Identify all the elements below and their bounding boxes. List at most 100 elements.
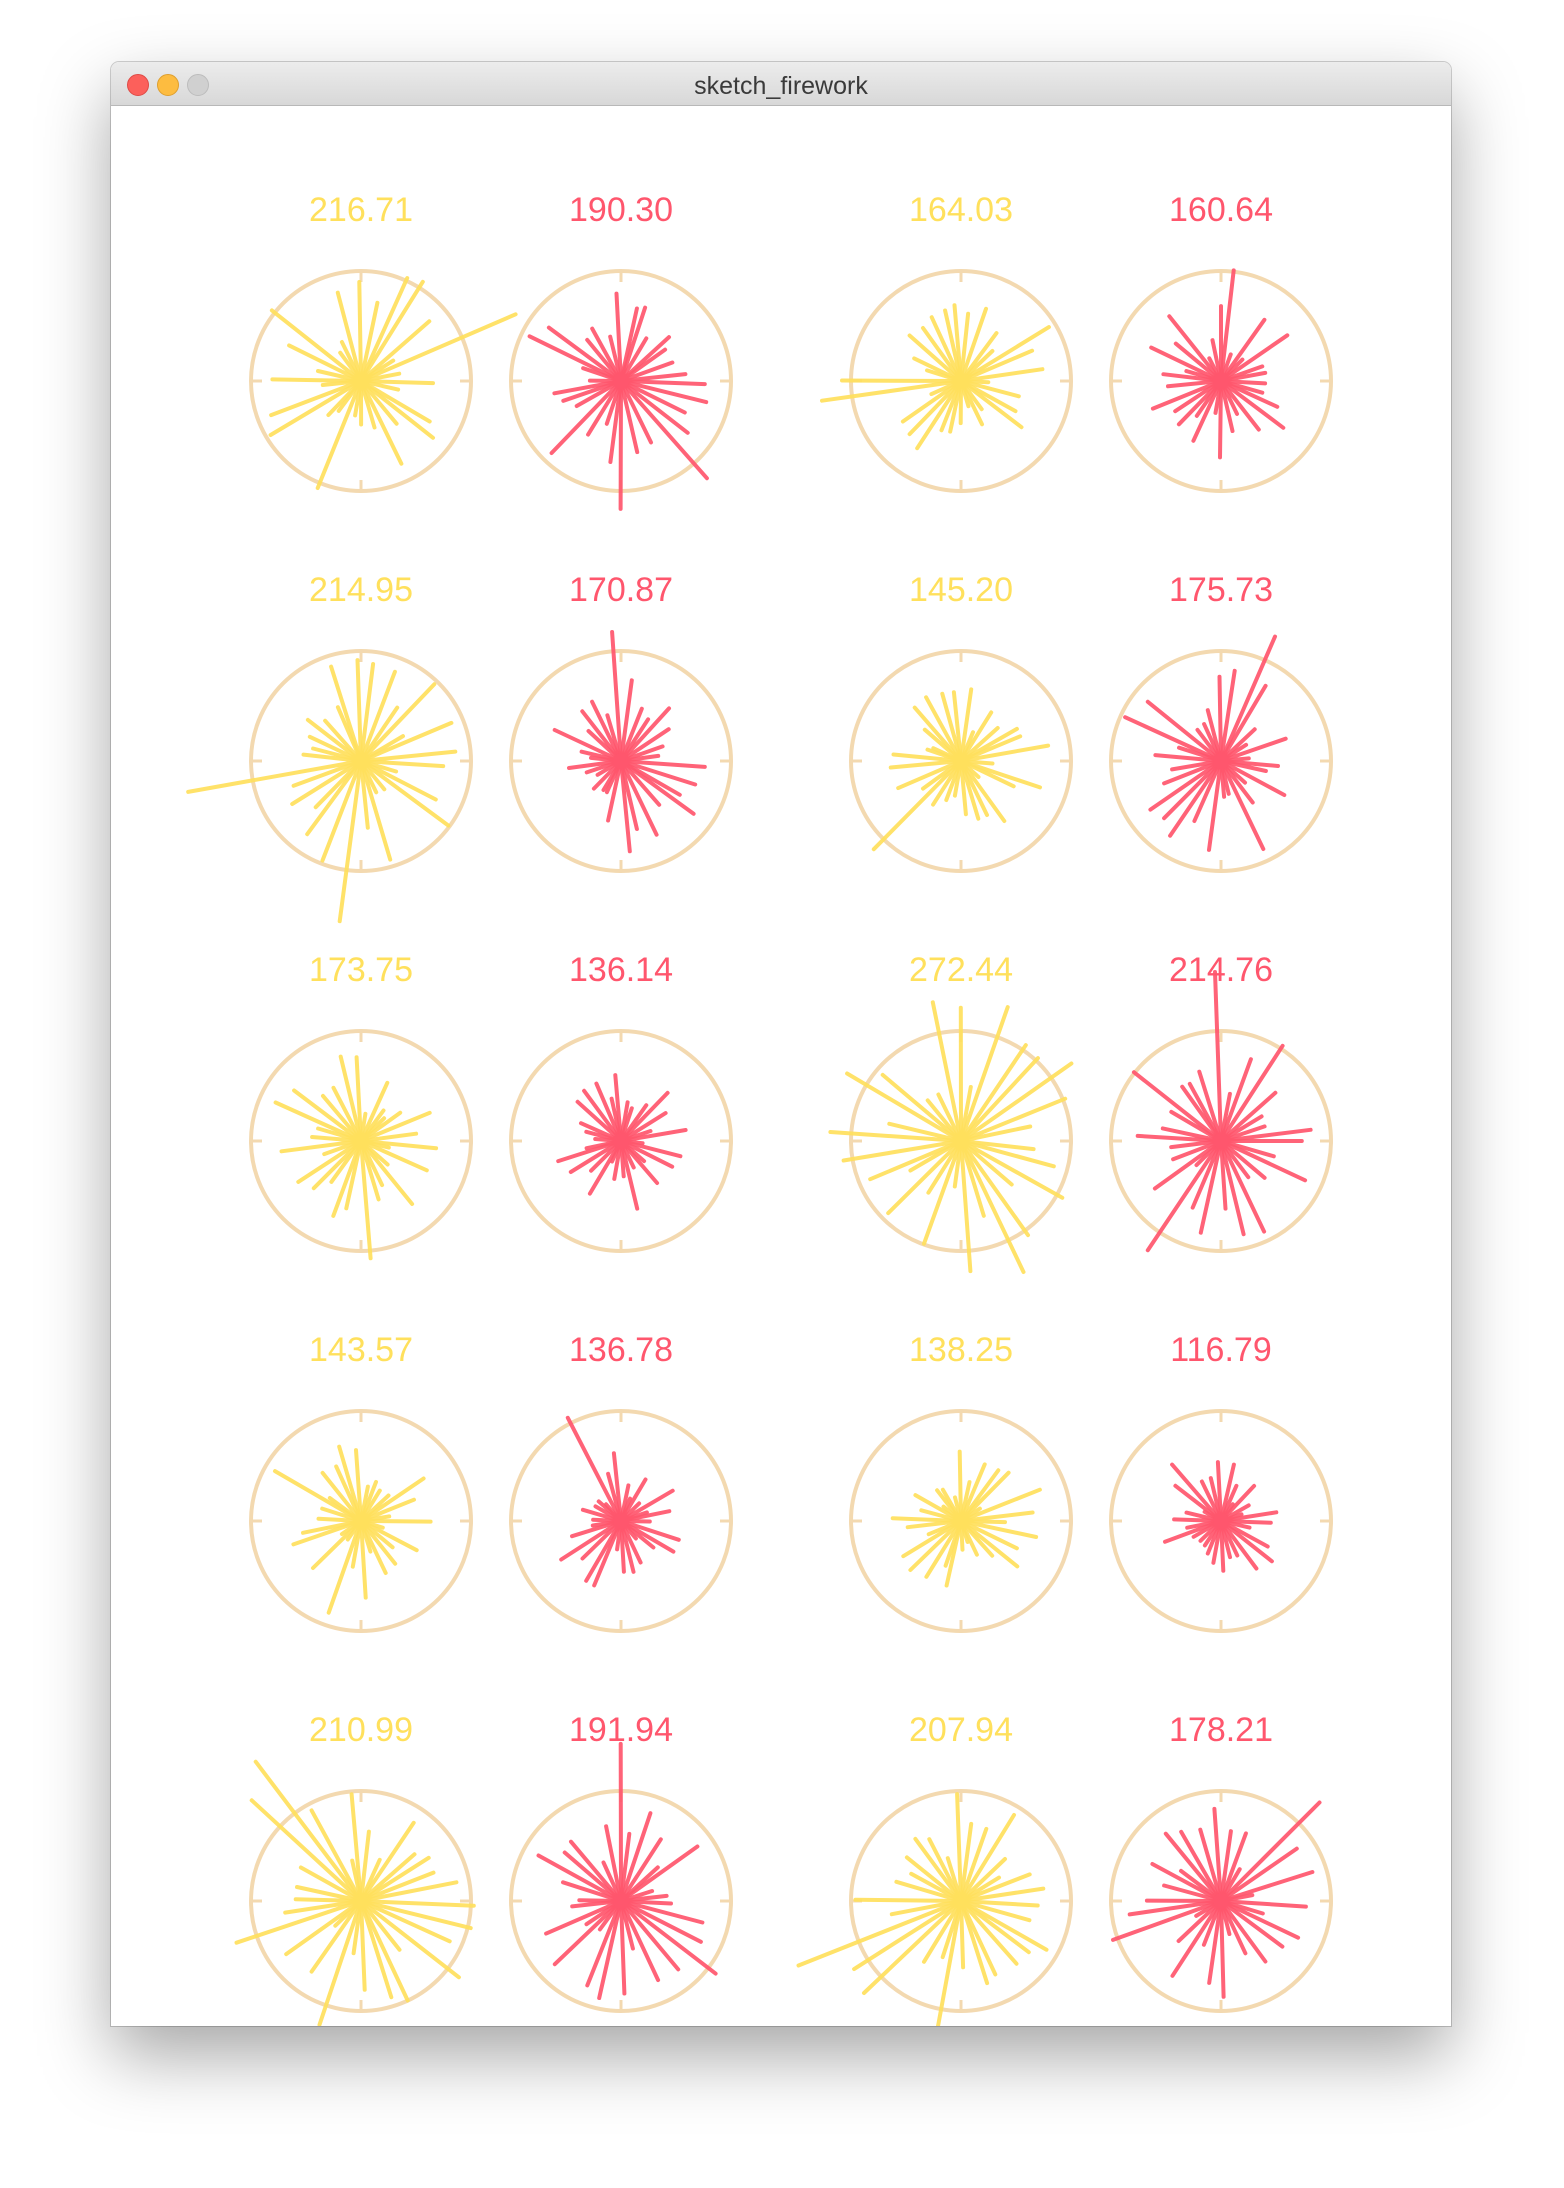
value-label: 138.25: [909, 1331, 1013, 1369]
firework-ray: [357, 280, 363, 383]
firework-ray: [1149, 345, 1223, 383]
firework-ray: [959, 1872, 1032, 1903]
firework-ray: [921, 326, 963, 383]
firework-ray: [293, 1897, 363, 1903]
firework-ray: [890, 1516, 963, 1523]
firework-ray: [359, 1110, 432, 1143]
firework-ray: [290, 759, 363, 806]
firework-ray: [853, 1897, 963, 1903]
minimize-window-button[interactable]: [157, 74, 179, 96]
firework-ray: [359, 1139, 381, 1202]
firework-ray: [959, 759, 1007, 823]
firework-ray: [959, 1857, 1007, 1903]
firework-ray: [922, 1139, 963, 1246]
firework-ray: [959, 1899, 1049, 1952]
firework-ray: [323, 718, 363, 763]
firework-ray: [820, 379, 963, 403]
firework-ray: [284, 1899, 363, 1957]
firework-cell: [849, 1409, 1073, 1633]
firework-ray: [359, 379, 377, 430]
firework-ray: [359, 1476, 426, 1523]
firework-ray: [268, 379, 363, 437]
firework-ray: [619, 759, 698, 787]
value-label: 136.14: [569, 951, 673, 989]
firework-ray: [959, 1899, 1032, 1923]
firework-ray: [796, 1899, 963, 1968]
firework-cell: [509, 1409, 733, 1633]
firework-ray: [1179, 1829, 1223, 1903]
firework-core: [953, 1893, 969, 1909]
firework-ray: [959, 1519, 1039, 1539]
firework-core: [353, 1513, 369, 1529]
firework-ray: [619, 759, 632, 854]
firework-ray: [959, 325, 1051, 383]
firework-ray: [619, 1837, 663, 1903]
firework-ray: [331, 1085, 363, 1143]
firework-ray: [955, 1792, 963, 1903]
firework-ray: [959, 1096, 1068, 1143]
close-window-button[interactable]: [127, 74, 149, 96]
firework-ray: [959, 1470, 1011, 1523]
firework-ray: [1219, 1899, 1226, 1999]
firework-ray: [1162, 759, 1223, 821]
firework-ray: [552, 1899, 623, 1967]
firework-ray: [1219, 379, 1261, 432]
firework-core: [953, 1513, 969, 1529]
firework-ray: [359, 1855, 431, 1903]
firework-ray: [331, 1139, 363, 1218]
firework-ray: [959, 1139, 1030, 1238]
firework-ray: [852, 1899, 963, 1971]
firework-ray: [1190, 1139, 1223, 1210]
firework-ray: [1170, 759, 1223, 772]
firework-ray: [619, 1811, 653, 1903]
firework-ray: [959, 1821, 974, 1903]
firework-ray: [359, 319, 432, 383]
firework-ray: [840, 378, 963, 383]
firework-ray: [959, 687, 974, 763]
firework-ray: [1215, 1460, 1223, 1523]
firework-ray: [359, 759, 446, 769]
firework-ray: [317, 1899, 363, 2026]
zoom-window-button[interactable]: [187, 74, 209, 96]
firework-ray: [359, 1899, 402, 1952]
firework-ray: [1219, 1090, 1278, 1143]
firework-ray: [619, 1139, 660, 1185]
firework-ray: [234, 1899, 363, 1945]
firework-ray: [959, 379, 1021, 399]
firework-ray: [338, 1054, 363, 1143]
firework-core: [613, 1133, 629, 1149]
firework-ray: [359, 682, 437, 763]
value-label: 164.03: [909, 191, 1013, 229]
firework-ray: [337, 1444, 363, 1523]
firework-ray: [1219, 634, 1277, 763]
firework-ray: [1219, 759, 1287, 797]
firework-ray: [1167, 314, 1223, 383]
firework-ray: [619, 1899, 627, 1996]
firework-ray: [270, 377, 363, 383]
firework-ray: [1152, 1139, 1223, 1191]
firework-ray: [307, 734, 363, 763]
firework-ray: [546, 325, 623, 383]
value-label: 175.73: [1169, 571, 1273, 609]
firework-core: [1213, 1513, 1229, 1529]
title-bar[interactable]: sketch_firework: [111, 62, 1451, 106]
firework-ray: [619, 379, 707, 387]
firework-ray: [959, 1061, 1074, 1143]
firework-ray: [309, 1808, 363, 1903]
firework-cell: [186, 649, 473, 924]
firework-core: [353, 1133, 369, 1149]
firework-cell: [249, 1409, 473, 1633]
firework-ray: [959, 1519, 1019, 1551]
firework-ray: [959, 759, 968, 817]
firework-ray: [359, 1899, 410, 2003]
firework-ray: [959, 710, 994, 763]
firework-ray: [619, 1128, 688, 1143]
firework-ray: [889, 1899, 963, 1917]
firework-ray: [959, 1487, 1042, 1523]
firework-ray: [619, 1488, 675, 1523]
value-label: 214.76: [1169, 951, 1273, 989]
firework-ray: [549, 379, 623, 455]
firework-ray: [587, 1139, 623, 1196]
firework-ray: [1207, 759, 1223, 852]
firework-ray: [582, 1088, 623, 1143]
